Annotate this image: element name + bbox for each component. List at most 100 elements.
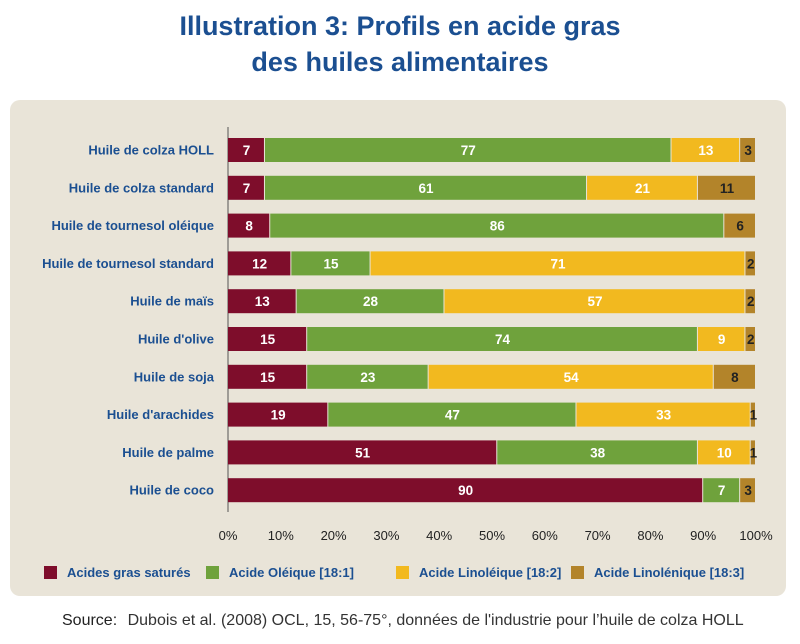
bar-segment (228, 440, 497, 465)
legend-swatch (206, 566, 219, 579)
bar-segment (671, 138, 740, 162)
data-label: 1 (750, 408, 758, 423)
bar-segment (745, 327, 755, 351)
data-label: 71 (550, 256, 566, 271)
data-label: 13 (698, 143, 714, 158)
legend-label: Acide Linoléique [18:2] (419, 565, 561, 580)
bar-segment (270, 213, 724, 238)
bar-segment (444, 289, 745, 314)
data-label: 23 (360, 370, 376, 385)
chart-title: Illustration 3: Profils en acide gras de… (0, 8, 800, 80)
x-tick-label: 30% (373, 528, 399, 543)
category-label: Huile de maïs (130, 294, 214, 309)
data-label: 77 (461, 143, 476, 158)
bar-segment (228, 402, 328, 427)
x-tick-label: 50% (479, 528, 505, 543)
data-label: 28 (363, 294, 379, 309)
bar-segment (296, 289, 444, 314)
data-label: 8 (245, 219, 253, 234)
x-tick-label: 90% (690, 528, 716, 543)
legend-label: Acide Linolénique [18:3] (594, 565, 744, 580)
bar-segment (264, 175, 587, 200)
data-label: 3 (744, 143, 752, 158)
bar-segment (697, 440, 750, 465)
data-label: 38 (590, 445, 606, 460)
category-label: Huile de coco (129, 483, 214, 498)
bar-segment (228, 478, 703, 503)
data-label: 13 (255, 294, 271, 309)
data-label: 61 (418, 181, 434, 196)
data-label: 12 (252, 256, 267, 271)
data-label: 21 (635, 181, 651, 196)
data-label: 3 (744, 483, 752, 498)
data-label: 10 (717, 445, 732, 460)
bar-segment (228, 327, 307, 351)
bar-segment (750, 402, 755, 427)
legend-swatch (396, 566, 409, 579)
bar-segment (576, 402, 750, 427)
bar-segment (228, 213, 270, 238)
data-label: 15 (260, 370, 276, 385)
data-label: 2 (747, 294, 755, 309)
data-label: 86 (490, 219, 506, 234)
category-label: Huile d'arachides (107, 407, 214, 422)
legend-label: Acides gras saturés (67, 565, 191, 580)
legend-label: Acide Oléique [18:1] (229, 565, 354, 580)
data-label: 74 (495, 332, 511, 347)
bar-segment (228, 138, 264, 162)
bar-segment (745, 251, 755, 276)
bar-segment (750, 440, 755, 465)
x-tick-label: 0% (219, 528, 238, 543)
bar-segment (228, 364, 307, 389)
data-label: 47 (445, 408, 460, 423)
data-label: 2 (747, 256, 755, 271)
chart-title-line-1: Illustration 3: Profils en acide gras (179, 11, 621, 41)
bar-segment (697, 175, 755, 200)
data-label: 90 (458, 483, 473, 498)
data-label: 11 (720, 181, 735, 196)
data-label: 9 (718, 332, 726, 347)
source-note: Source: Dubois et al. (2008) OCL, 15, 56… (62, 612, 744, 630)
bar-segment (497, 440, 697, 465)
category-label: Huile de colza standard (69, 180, 214, 195)
x-tick-label: 70% (585, 528, 611, 543)
legend-swatch (44, 566, 57, 579)
bar-segment (724, 213, 755, 238)
x-tick-label: 20% (321, 528, 347, 543)
bar-segment (228, 289, 296, 314)
data-label: 8 (731, 370, 739, 385)
data-label: 57 (587, 294, 602, 309)
bar-segment (713, 364, 755, 389)
category-label: Huile de tournesol oléique (51, 218, 214, 233)
category-label: Huile de colza HOLL (88, 143, 214, 158)
source-text: Dubois et al. (2008) OCL, 15, 56-75°, do… (127, 612, 744, 629)
bar-segment (291, 251, 370, 276)
source-label: Source: (62, 612, 118, 629)
data-label: 7 (243, 143, 251, 158)
category-label: Huile de palme (122, 445, 214, 460)
category-label: Huile d'olive (138, 332, 214, 347)
category-label: Huile de tournesol standard (42, 256, 214, 271)
bar-segment (697, 327, 745, 351)
data-label: 33 (656, 408, 672, 423)
data-label: 51 (355, 445, 371, 460)
bar-segment (264, 138, 671, 162)
bar-segment (428, 364, 713, 389)
bar-segment (703, 478, 740, 503)
bar-segment (587, 175, 697, 200)
legend-swatch (571, 566, 584, 579)
x-tick-label: 80% (637, 528, 663, 543)
bar-segment (307, 364, 428, 389)
data-label: 1 (750, 445, 758, 460)
chart-title-line-2: des huiles alimentaires (251, 47, 549, 77)
data-label: 15 (323, 256, 339, 271)
bar-segment (328, 402, 576, 427)
bar-segment (370, 251, 745, 276)
bar-segment (745, 289, 755, 314)
data-label: 15 (260, 332, 276, 347)
bar-segment (740, 478, 755, 503)
bar-segment (307, 327, 697, 351)
x-tick-label: 40% (426, 528, 452, 543)
x-tick-label: 100% (739, 528, 773, 543)
